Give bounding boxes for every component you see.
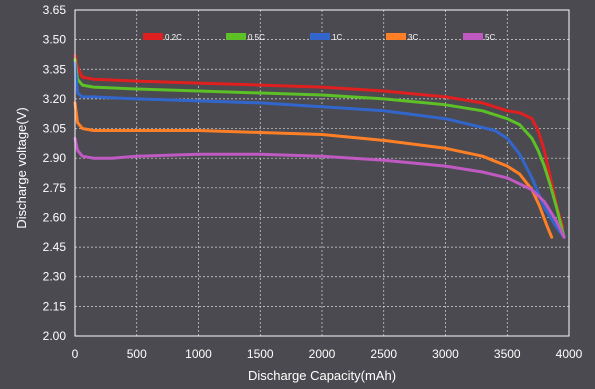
series-line-5C	[73, 136, 566, 239]
legend-swatch	[310, 33, 330, 40]
x-tick-label: 2500	[370, 347, 397, 361]
x-axis-title: Discharge Capacity(mAh)	[248, 368, 396, 383]
x-tick-label: 3500	[494, 347, 521, 361]
series-line-0_5C	[73, 57, 566, 239]
series-layer	[73, 53, 566, 239]
legend-label: 1C	[332, 33, 342, 42]
y-tick-label: 2.60	[43, 210, 67, 224]
series-line-3C	[73, 101, 554, 239]
y-tick-label: 3.35	[43, 62, 67, 76]
y-tick-label: 3.50	[43, 33, 67, 47]
x-tick-label: 4000	[556, 347, 583, 361]
y-tick-label: 2.00	[43, 329, 67, 343]
y-tick-label: 2.75	[43, 181, 67, 195]
legend-label: 0.2C	[165, 33, 182, 42]
series-line-0_2C	[73, 53, 565, 229]
y-axis-title: Discharge voltage(V)	[14, 107, 29, 228]
legend-swatch	[386, 33, 406, 40]
x-tick-labels: 0 500 1000 1500 2000 2500 3000 3500 4000	[72, 347, 583, 361]
legend-label: 5C	[485, 33, 495, 42]
y-tick-label: 3.20	[43, 92, 67, 106]
y-tick-label: 3.65	[43, 3, 67, 17]
x-tick-label: 3000	[432, 347, 459, 361]
legend-label: 0.5C	[248, 33, 265, 42]
legend-label: 3C	[408, 33, 418, 42]
legend-swatch	[226, 33, 246, 40]
legend-swatch	[143, 33, 163, 40]
y-tick-labels: 2.00 2.15 2.30 2.45 2.60 2.75 2.90 3.05 3.20 3.35…	[43, 3, 67, 343]
x-tick-label: 0	[72, 347, 79, 361]
y-tick-label: 3.05	[43, 122, 67, 136]
x-tick-label: 2000	[309, 347, 336, 361]
y-tick-label: 2.30	[43, 270, 67, 284]
y-tick-label: 2.15	[43, 299, 67, 313]
series-line-1C	[73, 61, 566, 239]
legend: 0.2C 0.5C 1C 3C 5C	[143, 33, 495, 42]
x-tick-label: 500	[127, 347, 147, 361]
x-tick-label: 1000	[185, 347, 212, 361]
y-tick-label: 2.45	[43, 240, 67, 254]
plot-frame	[74, 9, 570, 337]
grid-layer	[74, 9, 570, 337]
legend-swatch	[463, 33, 483, 40]
y-tick-label: 2.90	[43, 151, 67, 165]
x-tick-label: 1500	[247, 347, 274, 361]
